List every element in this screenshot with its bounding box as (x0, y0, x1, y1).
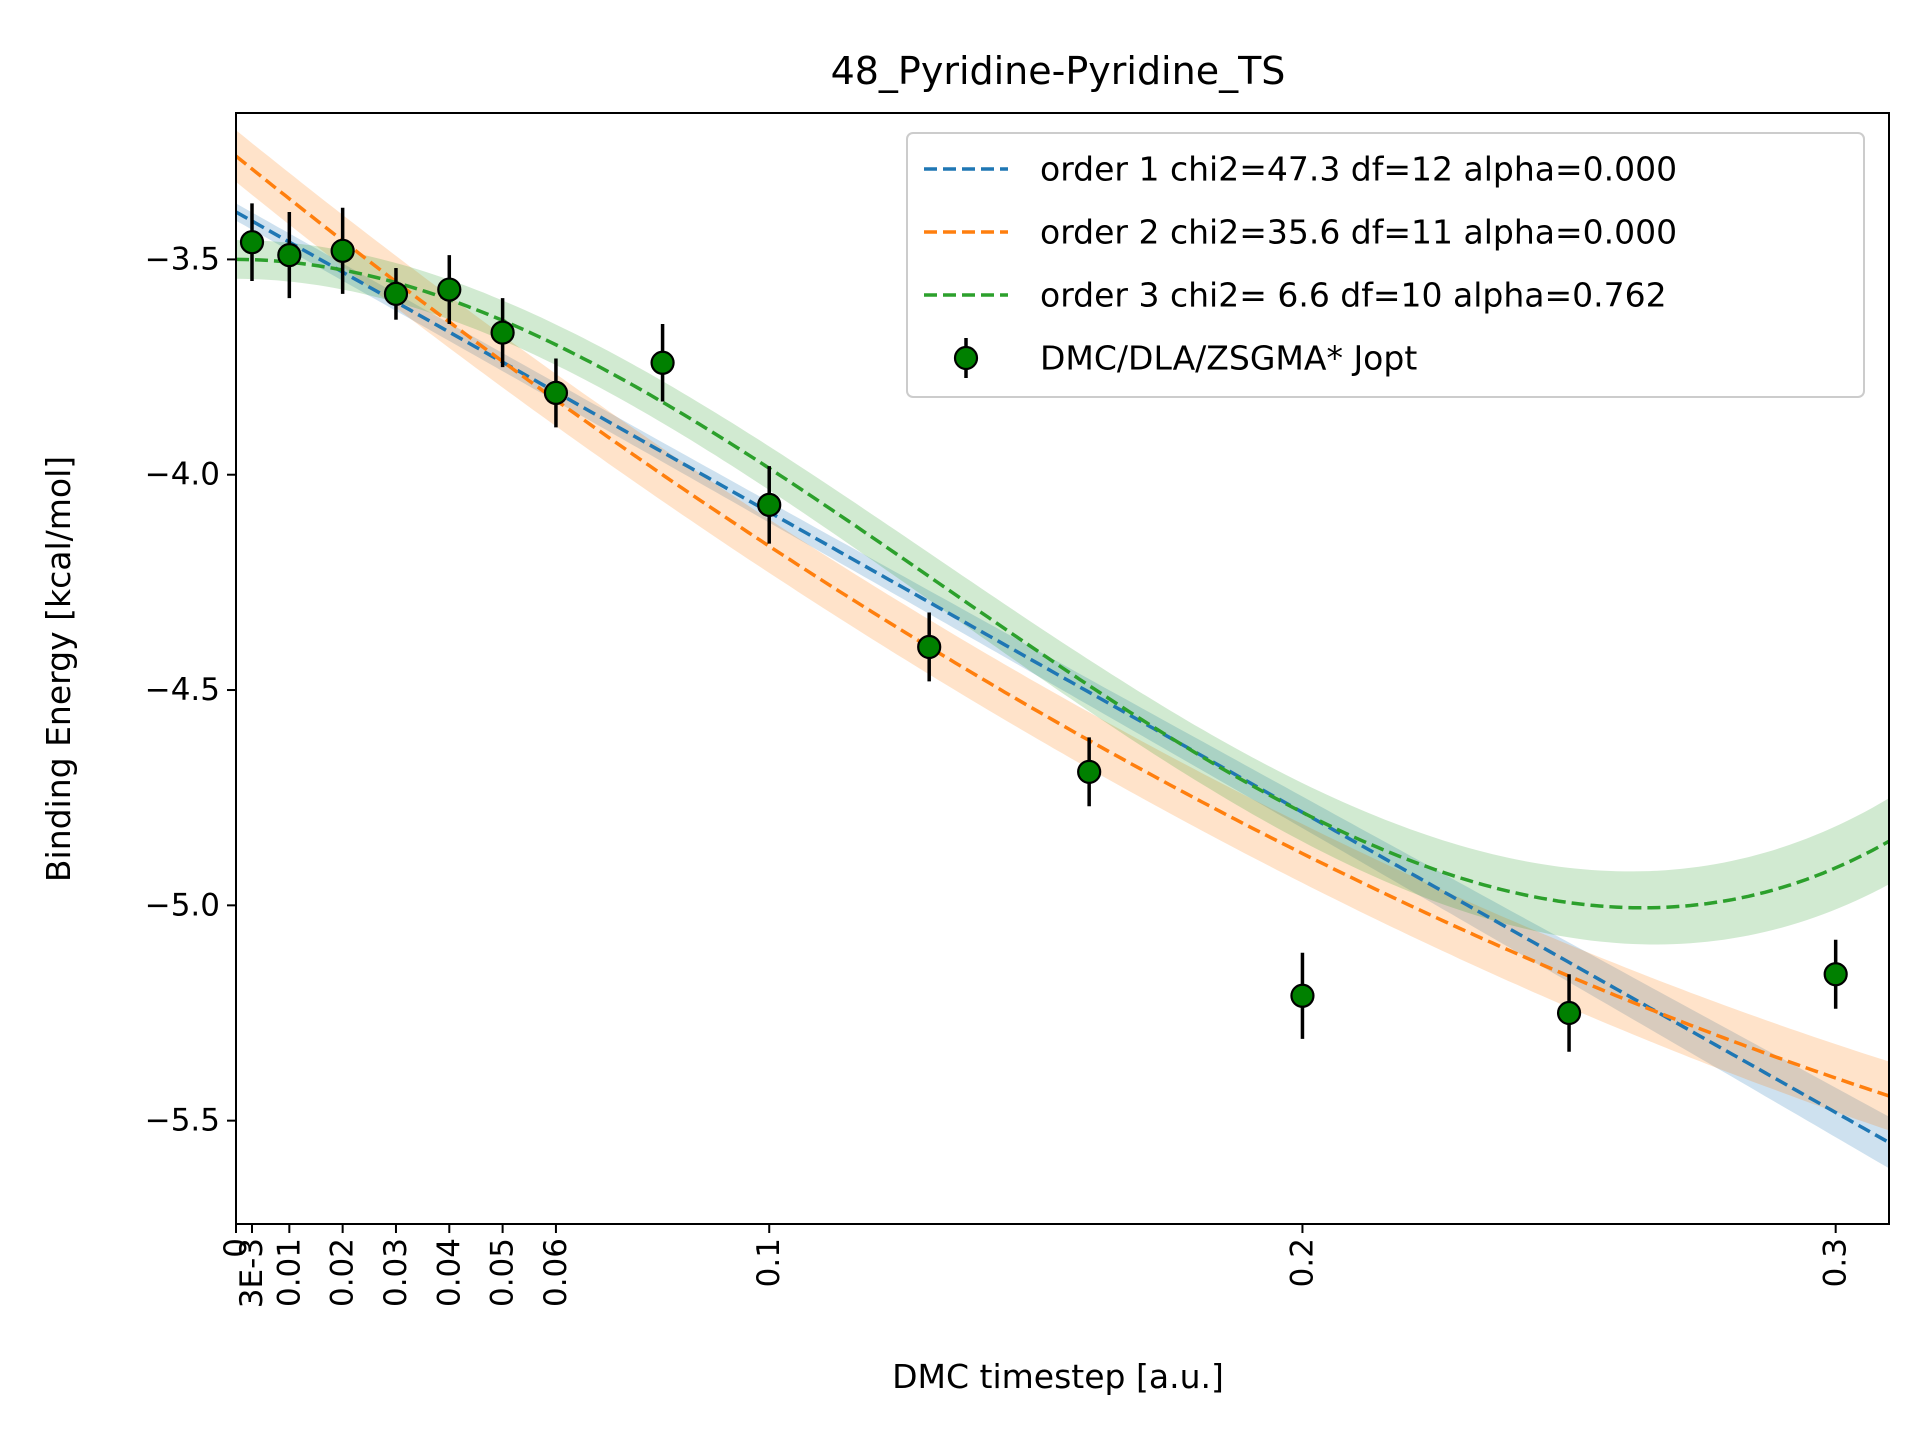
data-point (277, 243, 302, 268)
fit-line-order-2 (236, 154, 1889, 1098)
data-point (239, 230, 265, 255)
confidence-bands (236, 130, 1889, 1169)
y-tick-label: −4.5 (145, 672, 220, 708)
y-axis-label: Binding Energy [kcal/mol] (39, 456, 78, 882)
x-tick-label: 0.06 (538, 1238, 574, 1307)
data-point (490, 320, 515, 345)
data-point (383, 281, 409, 306)
legend-label-order-1: order 1 chi2=47.3 df=12 alpha=0.000 (1040, 150, 1677, 189)
legend-label-order-3: order 3 chi2= 6.6 df=10 alpha=0.762 (1040, 276, 1667, 315)
fit-lines (236, 154, 1889, 1145)
data-point (650, 350, 675, 375)
x-tick-label: 0.3 (1818, 1238, 1854, 1287)
data-point (1077, 759, 1102, 784)
x-tick-label: 0.01 (271, 1238, 307, 1307)
legend: order 1 chi2=47.3 df=12 alpha=0.000 order… (906, 132, 1865, 398)
data-point (917, 634, 942, 660)
x-tick-label: 0 (218, 1238, 254, 1258)
y-axis-ticks: −3.5 −4.0 −4.5 −5.0 −5.5 (145, 241, 236, 1139)
data-point (757, 492, 782, 517)
data-point (1823, 962, 1848, 987)
data-point (1290, 983, 1315, 1008)
fit-line-order-3 (236, 257, 1889, 910)
x-tick-label: 0.1 (751, 1238, 787, 1287)
y-tick-label: −5.0 (145, 887, 220, 923)
y-tick-label: −4.0 (145, 457, 220, 493)
x-tick-label: 3E-3 (234, 1238, 270, 1308)
data-point (543, 380, 569, 406)
y-tick-label: −3.5 (145, 241, 220, 277)
data-points (239, 203, 1848, 1052)
data-point (437, 277, 462, 302)
x-tick-label: 0.03 (378, 1238, 414, 1307)
legend-marker (953, 345, 979, 371)
fit-band-order-3 (236, 240, 1889, 945)
fit-band-order-1 (236, 203, 1889, 1169)
x-tick-label: 0.02 (325, 1238, 361, 1307)
x-tick-label: 0.05 (485, 1238, 521, 1307)
data-point (330, 238, 355, 263)
x-axis-label: DMC timestep [a.u.] (892, 1357, 1224, 1396)
legend-label-data: DMC/DLA/ZSGMA* Jopt (1040, 339, 1417, 378)
x-axis-ticks: 03E-3 0.01 0.02 0.03 0.04 0.05 0.06 0.1 0.2 0.3 (218, 1224, 1854, 1308)
x-tick-label: 0.2 (1284, 1238, 1320, 1287)
legend-box (906, 132, 1865, 398)
legend-label-order-2: order 2 chi2=35.6 df=11 alpha=0.000 (1040, 213, 1677, 252)
data-point (1556, 1000, 1582, 1026)
y-tick-label: −5.5 (145, 1103, 220, 1139)
plot-frame (235, 112, 1890, 1225)
chart-title: 48_Pyridine-Pyridine_TS (831, 49, 1286, 93)
x-tick-label: 0.04 (431, 1238, 467, 1307)
fit-band-order-2 (236, 130, 1889, 1131)
